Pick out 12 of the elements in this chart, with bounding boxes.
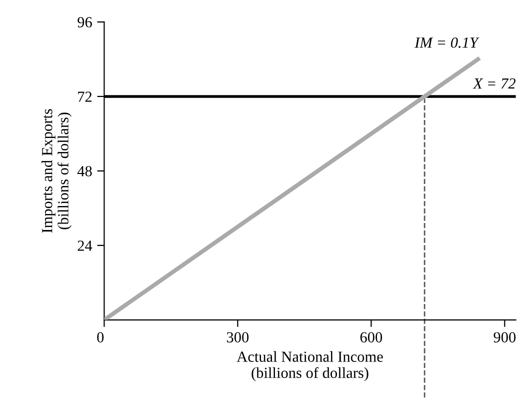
annotation: IM = 0.1Y [414,37,480,48]
ref-line-label: X = 72 [472,78,516,89]
y-tick-label: 72 [78,92,92,102]
y-tick-label: 24 [78,240,92,251]
x-axis-title: Actual National Income (billions of dollars) [236,351,383,382]
x-tick-label: 600 [360,332,382,342]
y-tick-label: 96 [78,17,92,28]
x-tick-label: 900 [494,332,516,342]
y-axis-title: Imports and Exports (billions of dollars) [42,109,72,233]
x-tick-label: 0 [97,332,104,342]
x-tick-label: 300 [226,332,249,342]
y-tick-label: 48 [77,166,92,176]
